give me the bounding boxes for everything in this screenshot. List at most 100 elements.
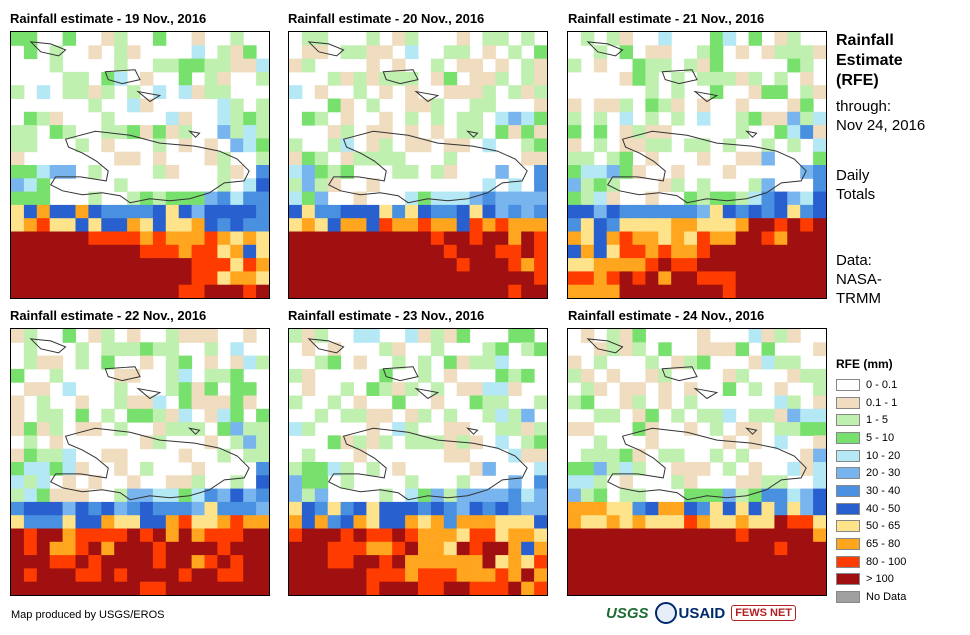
rainfall-cell bbox=[191, 191, 205, 206]
rainfall-cell bbox=[217, 581, 231, 595]
rainfall-cell bbox=[289, 501, 303, 516]
rainfall-cell bbox=[632, 408, 646, 423]
rainfall-cell bbox=[482, 98, 496, 113]
rainfall-cell bbox=[418, 271, 432, 286]
rainfall-cell bbox=[301, 515, 316, 529]
rainfall-cell bbox=[748, 568, 762, 583]
rainfall-cell bbox=[191, 218, 205, 232]
rainfall-cell bbox=[469, 528, 483, 543]
rainfall-cell bbox=[301, 178, 316, 193]
rainfall-cell bbox=[340, 258, 354, 272]
rainfall-cell bbox=[301, 271, 316, 286]
rainfall-cell bbox=[75, 528, 89, 543]
rainfall-cell bbox=[722, 71, 737, 86]
rainfall-cell bbox=[140, 244, 154, 259]
rainfall-cell bbox=[217, 422, 231, 436]
rainfall-cell bbox=[178, 125, 193, 139]
rainfall-cell bbox=[787, 218, 801, 232]
rainfall-cell bbox=[379, 382, 393, 396]
rainfall-cell bbox=[800, 231, 814, 246]
rainfall-cell bbox=[62, 329, 76, 343]
rainfall-cell bbox=[127, 271, 141, 286]
rainfall-cell bbox=[456, 488, 471, 503]
rainfall-cell bbox=[722, 231, 737, 246]
rainfall-cell bbox=[482, 32, 496, 46]
rainfall-cell bbox=[152, 342, 167, 357]
rainfall-cell bbox=[49, 218, 64, 232]
rainfall-cell bbox=[568, 368, 582, 383]
rainfall-cell bbox=[632, 462, 646, 476]
rainfall-cell bbox=[165, 231, 180, 246]
rainfall-cell bbox=[774, 71, 788, 86]
rainfall-cell bbox=[152, 244, 167, 259]
rainfall-cell bbox=[684, 395, 698, 410]
rainfall-cell bbox=[88, 515, 102, 529]
rainfall-cell bbox=[521, 422, 535, 436]
rainfall-cell bbox=[658, 98, 672, 113]
rainfall-cell bbox=[632, 258, 646, 272]
rainfall-cell bbox=[482, 204, 496, 219]
totals-line-1: Daily bbox=[836, 167, 870, 184]
legend-label: > 100 bbox=[866, 573, 894, 586]
rainfall-cell bbox=[243, 329, 257, 343]
rainfall-cell bbox=[75, 85, 89, 99]
rainfall-cell bbox=[114, 448, 128, 463]
rainfall-cell bbox=[787, 125, 801, 139]
rainfall-cell bbox=[593, 231, 608, 246]
rainfall-cell bbox=[568, 258, 582, 272]
rainfall-cell bbox=[88, 191, 102, 206]
rainfall-cell bbox=[580, 284, 595, 298]
rainfall-cell bbox=[62, 231, 76, 246]
rainfall-cell bbox=[800, 284, 814, 298]
rainfall-cell bbox=[217, 85, 231, 99]
rainfall-cell bbox=[722, 462, 737, 476]
rainfall-cell bbox=[379, 342, 393, 357]
coastline bbox=[586, 338, 624, 354]
rainfall-cell bbox=[521, 258, 535, 272]
rainfall-cell bbox=[36, 191, 51, 206]
rainfall-cell bbox=[722, 271, 737, 286]
rainfall-cell bbox=[748, 462, 762, 476]
rainfall-cell bbox=[243, 382, 257, 396]
rainfall-cell bbox=[62, 284, 76, 298]
rainfall-cell bbox=[114, 178, 128, 193]
rainfall-cell bbox=[645, 435, 659, 450]
rainfall-cell bbox=[62, 528, 76, 543]
rainfall-cell bbox=[495, 435, 509, 450]
rainfall-cell bbox=[366, 125, 380, 139]
rainfall-cell bbox=[593, 408, 608, 423]
rainfall-cell bbox=[534, 58, 547, 73]
rainfall-cell bbox=[606, 258, 621, 272]
rainfall-cell bbox=[748, 475, 762, 490]
rainfall-cell bbox=[217, 125, 231, 139]
rainfall-cell bbox=[178, 284, 193, 298]
rainfall-cell bbox=[456, 258, 471, 272]
rainfall-cell bbox=[709, 284, 724, 298]
rainfall-cell bbox=[632, 244, 646, 259]
rainfall-cell bbox=[568, 555, 582, 569]
rainfall-cell bbox=[62, 581, 76, 595]
rainfall-cell bbox=[366, 408, 380, 423]
rainfall-cell bbox=[366, 568, 380, 583]
coastline bbox=[307, 41, 345, 57]
rainfall-cell bbox=[787, 204, 801, 219]
rainfall-cell bbox=[709, 541, 724, 556]
rainfall-cell bbox=[230, 271, 244, 286]
rainfall-cell bbox=[75, 541, 89, 556]
rainfall-cell bbox=[405, 231, 419, 246]
rainfall-cell bbox=[508, 204, 522, 219]
rainfall-cell bbox=[353, 541, 367, 556]
rainfall-cell bbox=[36, 204, 51, 219]
rainfall-cell bbox=[289, 151, 303, 166]
rainfall-cell bbox=[165, 475, 180, 490]
rainfall-cell bbox=[800, 541, 814, 556]
rainfall-cell bbox=[49, 448, 64, 463]
rainfall-cell bbox=[443, 488, 458, 503]
rainfall-cell bbox=[619, 528, 633, 543]
rainfall-cell bbox=[301, 382, 316, 396]
rainfall-cell bbox=[114, 45, 128, 60]
rainfall-cell bbox=[495, 125, 509, 139]
rainfall-cell bbox=[327, 528, 342, 543]
rainfall-cell bbox=[340, 98, 354, 113]
rainfall-cell bbox=[632, 501, 646, 516]
